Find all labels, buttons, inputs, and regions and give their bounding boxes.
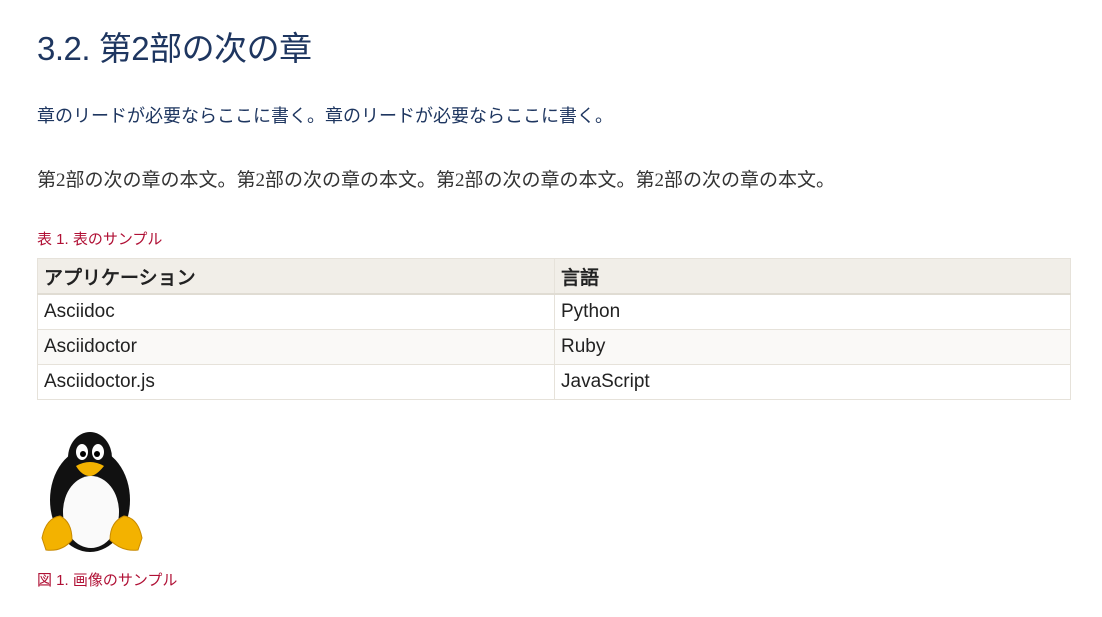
table-cell: Asciidoc: [37, 293, 555, 330]
table-row: Asciidoctor Ruby: [37, 329, 1071, 365]
table-row: Asciidoc Python: [37, 293, 1071, 330]
table-cell: Ruby: [554, 329, 1071, 365]
table-cell: Asciidoctor: [37, 329, 555, 365]
column-header: アプリケーション: [37, 258, 555, 295]
figure-caption: 図 1. 画像のサンプル: [37, 572, 178, 589]
tux-penguin-icon: [41, 432, 143, 552]
table-row: Asciidoctor.js JavaScript: [37, 364, 1071, 400]
table-cell: Asciidoctor.js: [37, 364, 555, 400]
table-header-row: アプリケーション 言語: [37, 258, 1071, 295]
lead-paragraph: 章のリードが必要ならここに書く。章のリードが必要ならここに書く。: [37, 106, 613, 126]
sample-table: アプリケーション 言語 Asciidoc Python Asciidoctor …: [37, 258, 1071, 400]
body-paragraph: 第2部の次の章の本文。第2部の次の章の本文。第2部の次の章の本文。第2部の次の章…: [37, 170, 836, 191]
table-cell: Python: [554, 293, 1071, 330]
section-title: 3.2. 第2部の次の章: [37, 30, 312, 67]
table-caption: 表 1. 表のサンプル: [37, 231, 163, 248]
column-header: 言語: [554, 258, 1071, 295]
table-cell: JavaScript: [554, 364, 1071, 400]
